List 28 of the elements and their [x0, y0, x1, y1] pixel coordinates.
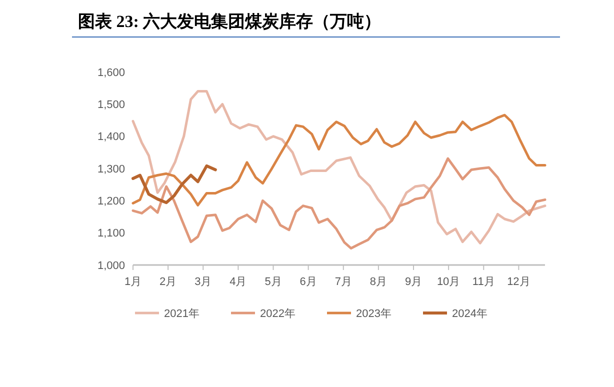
legend-label: 2023年 [356, 308, 392, 320]
line-series [132, 114, 546, 206]
chart-title: 图表 23: 六大发电集团煤炭库存（万吨） [78, 12, 382, 31]
y-tick-label: 1,500 [97, 99, 125, 112]
x-tick-label: 12月 [507, 276, 530, 288]
x-tick-label: 5月 [264, 276, 282, 288]
x-tick-label: 8月 [370, 276, 388, 288]
legend-label: 2024年 [452, 308, 488, 320]
y-tick-label: 1,200 [97, 196, 125, 208]
x-tick-label: 3月 [194, 276, 212, 288]
y-tick-label: 1,300 [97, 163, 125, 176]
legend-label: 2022年 [260, 308, 296, 320]
x-tick-label: 9月 [404, 276, 422, 288]
legend-label: 2021年 [164, 308, 200, 320]
x-tick-label: 4月 [230, 276, 247, 288]
x-tick-label: 1月 [124, 276, 142, 288]
x-tick-label: 11月 [472, 276, 495, 288]
y-tick-label: 1,600 [97, 66, 125, 79]
line-series [132, 90, 546, 244]
line-series [132, 164, 217, 204]
x-tick-label: 6月 [300, 276, 317, 288]
y-tick-label: 1,100 [97, 228, 125, 240]
x-tick-label: 10月 [436, 276, 460, 288]
x-tick-label: 2月 [160, 276, 177, 288]
line-series [132, 157, 546, 250]
y-tick-label: 1,000 [97, 260, 125, 272]
x-tick-label: 7月 [334, 276, 352, 288]
y-tick-label: 1,400 [97, 131, 125, 144]
